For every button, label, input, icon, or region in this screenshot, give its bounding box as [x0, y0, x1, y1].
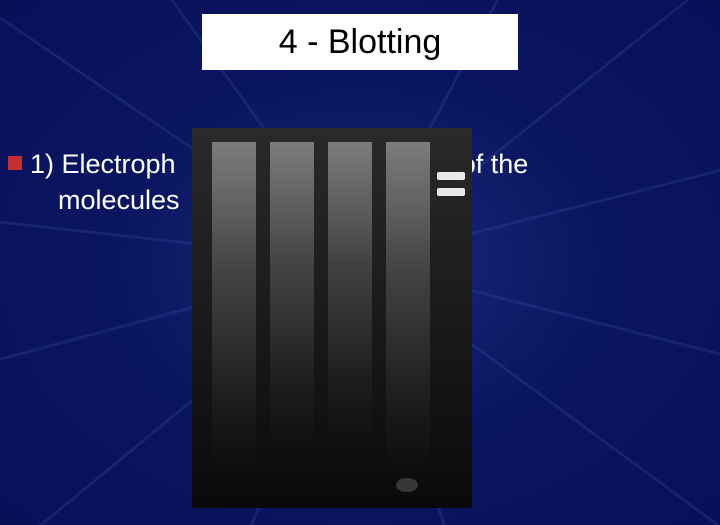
title-box: 4 - Blotting [202, 14, 518, 70]
bullet-line1-left: 1) Electroph [30, 149, 176, 179]
bullet-marker [8, 156, 22, 170]
gel-lane [328, 142, 372, 442]
gel-lane [386, 142, 430, 472]
gel-lane [212, 142, 256, 472]
slide-title: 4 - Blotting [279, 23, 442, 62]
gel-spot [396, 478, 418, 492]
gel-band [437, 172, 465, 180]
bullet-line2: molecules [58, 185, 180, 215]
gel-band [437, 188, 465, 196]
gel-lane [270, 142, 314, 452]
gel-electrophoresis-image [192, 128, 472, 508]
